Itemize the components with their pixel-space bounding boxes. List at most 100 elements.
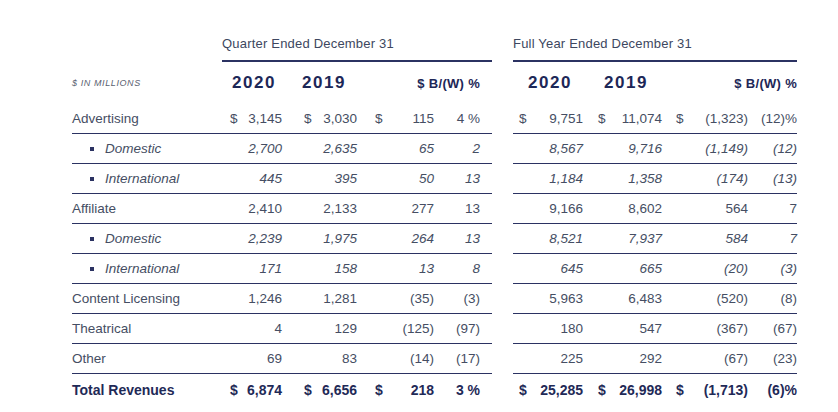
quarter-bw-header: $ B/(W) % [362, 76, 492, 91]
quarter-bw-dollar-value: (14) [410, 351, 434, 366]
quarter-bw-dollar-value: 65 [419, 141, 434, 156]
quarter-bw-dollar-cell: (14) [362, 344, 442, 373]
quarter-2020-header: 2020 [222, 73, 286, 93]
column-header-row: $ IN MILLIONS 2020 2019 $ B/(W) % 2020 2… [72, 62, 838, 104]
full-year-2020-cell: 645 [513, 254, 587, 283]
quarter-2019-header: 2019 [286, 73, 362, 93]
quarter-2019-value: 395 [334, 171, 357, 186]
full-year-bw-header: $ B/(W) % [665, 76, 797, 91]
quarter-2019-cell: 83 [286, 344, 362, 373]
full-year-bw-dollar-value: (367) [716, 321, 748, 336]
bullet-square-icon [90, 237, 94, 241]
row-label: Domestic [105, 141, 161, 156]
quarter-2020-cell: 1,246 [222, 284, 286, 313]
full-year-2019-value: 7,937 [628, 231, 662, 246]
dollar-sign: $ [519, 111, 527, 126]
row-label-cell: Other [72, 344, 222, 373]
quarter-bw-dollar-value: 50 [419, 171, 434, 186]
quarter-bw-dollar-value: (35) [410, 291, 434, 306]
quarter-2020-value: 2,410 [248, 201, 282, 216]
row-label-cell: Content Licensing [72, 284, 222, 313]
full-year-group-title: Full Year Ended December 31 [513, 36, 797, 62]
group-header-row: Quarter Ended December 31 Full Year Ende… [72, 34, 838, 62]
quarter-bw-dollar-cell: $ 115 [362, 104, 442, 133]
quarter-2019-cell: 395 [286, 164, 362, 193]
full-year-2020-cell: 9,166 [513, 194, 587, 223]
full-year-2019-value: 26,998 [619, 382, 662, 398]
row-label: International [105, 261, 179, 276]
full-year-2020-value: 180 [560, 321, 583, 336]
quarter-bw-percent-value: 2 [442, 134, 492, 163]
full-year-2019-value: 547 [639, 321, 662, 336]
full-year-2020-value: 8,567 [549, 141, 583, 156]
full-year-2019-value: 8,602 [628, 201, 662, 216]
section-gap [492, 314, 513, 344]
full-year-bw-dollar-value: (520) [716, 291, 748, 306]
table-row: Advertising $ 3,145 $ 3,030 $ 115 4 % [72, 104, 838, 134]
full-year-2020-value: 8,521 [549, 231, 583, 246]
full-year-bw-percent-value: (6)% [751, 374, 797, 406]
quarter-2020-value: 1,246 [248, 291, 282, 306]
quarter-2020-value: 3,145 [248, 111, 282, 126]
quarter-2020-cell: $ 3,145 [222, 104, 286, 133]
full-year-bw-dollar-value: (20) [724, 261, 748, 276]
full-year-2019-cell: $ 11,074 [587, 104, 665, 133]
table-row: Domestic 2,700 2,635 65 2 [72, 134, 838, 164]
dollar-sign: $ [598, 382, 606, 398]
quarter-2019-cell: 129 [286, 314, 362, 343]
full-year-2020-value: 9,166 [549, 201, 583, 216]
row-label: Advertising [72, 111, 139, 126]
full-year-bw-dollar-cell: $ (1,323) [665, 104, 751, 133]
section-gap [492, 344, 513, 374]
dollar-sign: $ [230, 111, 238, 126]
full-year-2019-cell: 292 [587, 344, 665, 373]
full-year-2019-cell: $ 26,998 [587, 374, 665, 406]
quarter-2020-value: 2,700 [248, 141, 282, 156]
full-year-bw-dollar-value: (1,323) [705, 111, 748, 126]
full-year-2020-cell: 8,521 [513, 224, 587, 253]
quarter-bw-percent-value: 13 [442, 194, 492, 223]
full-year-2019-value: 1,358 [628, 171, 662, 186]
full-year-2020-cell: 180 [513, 314, 587, 343]
full-year-bw-percent-value: (23) [751, 344, 797, 373]
quarter-bw-percent-value: 8 [442, 254, 492, 283]
quarter-2020-cell: 2,410 [222, 194, 286, 223]
section-gap [492, 194, 513, 224]
quarter-2019-cell: 2,635 [286, 134, 362, 163]
full-year-bw-dollar-cell: (174) [665, 164, 751, 193]
full-year-2019-cell: 7,937 [587, 224, 665, 253]
quarter-2019-value: 1,281 [323, 291, 357, 306]
table-row: International 171 158 13 8 [72, 254, 838, 284]
full-year-2020-cell: $ 25,285 [513, 374, 587, 406]
quarter-2019-cell: 2,133 [286, 194, 362, 223]
quarter-bw-dollar-cell: 13 [362, 254, 442, 283]
full-year-2019-cell: 9,716 [587, 134, 665, 163]
quarter-2020-cell: 69 [222, 344, 286, 373]
quarter-2020-value: 4 [274, 321, 282, 336]
full-year-bw-dollar-cell: (367) [665, 314, 751, 343]
quarter-2020-value: 171 [259, 261, 282, 276]
quarter-2019-cell: 158 [286, 254, 362, 283]
row-label-cell: Advertising [72, 104, 222, 133]
dollar-sign: $ [375, 382, 383, 398]
quarter-2020-cell: 445 [222, 164, 286, 193]
row-label-cell: Domestic [72, 224, 222, 253]
quarter-2019-value: 1,975 [323, 231, 357, 246]
dollar-sign: $ [304, 382, 312, 398]
row-label-cell: International [72, 164, 222, 193]
dollar-sign: $ [230, 382, 238, 398]
table-row: Domestic 2,239 1,975 264 13 [72, 224, 838, 254]
bullet-square-icon [90, 267, 94, 271]
bullet-square-icon [90, 177, 94, 181]
quarter-bw-dollar-cell: 50 [362, 164, 442, 193]
full-year-2019-cell: 665 [587, 254, 665, 283]
row-label-cell: Theatrical [72, 314, 222, 343]
quarter-bw-dollar-value: 218 [411, 382, 434, 398]
quarter-2020-cell: 171 [222, 254, 286, 283]
full-year-2020-value: 645 [560, 261, 583, 276]
dollar-sign: $ [304, 111, 312, 126]
full-year-2019-cell: 8,602 [587, 194, 665, 223]
full-year-2020-cell: 1,184 [513, 164, 587, 193]
quarter-bw-percent-value: (97) [442, 314, 492, 343]
row-label-cell: Domestic [72, 134, 222, 163]
